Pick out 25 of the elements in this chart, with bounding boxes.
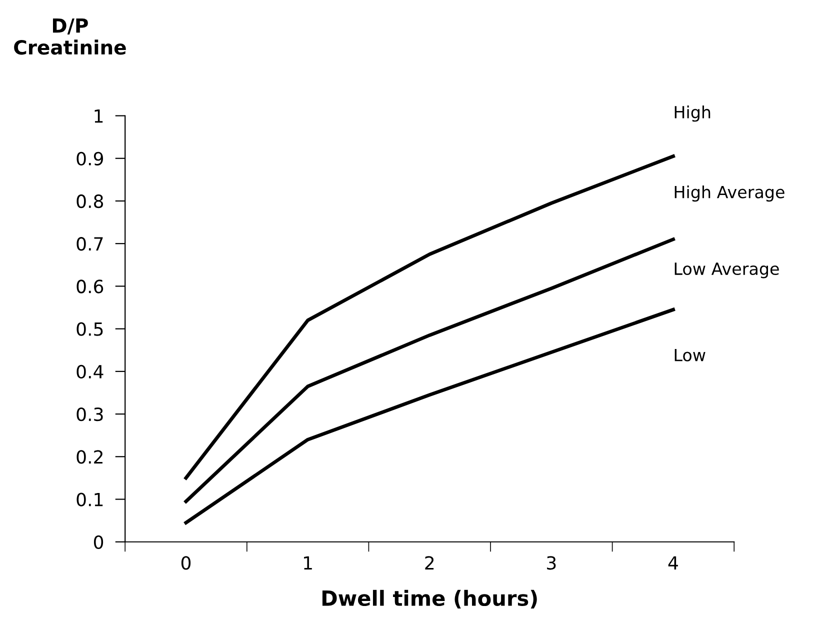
y-tick-label: 0.2: [76, 450, 102, 464]
y-tick-label: 1: [94, 109, 103, 123]
x-tick-label: 1: [304, 556, 312, 570]
x-axis-title: Dwell time (hours): [322, 590, 537, 608]
x-tick-label: 0: [181, 556, 191, 570]
y-axis-title: D/P Creatinine: [14, 18, 126, 55]
y-tick-label: 0.7: [76, 237, 103, 251]
annotation: High: [674, 106, 710, 122]
line-series: [184, 154, 675, 480]
y-tick-label: 0.1: [76, 492, 103, 506]
y-tick-label: 0.5: [76, 322, 103, 336]
x-tick-label: 4: [668, 556, 678, 570]
annotation: Low: [674, 348, 706, 362]
annotation: Low Average: [674, 262, 779, 278]
y-tick-label: 0.8: [76, 194, 104, 208]
line-series: [184, 308, 675, 524]
y-tick-label: 0: [94, 535, 104, 549]
x-tick-label: 2: [425, 556, 434, 570]
y-tick-label: 0.4: [76, 364, 104, 379]
y-tick-label: 0.9: [76, 152, 103, 166]
y-tick-label: 0.6: [76, 280, 104, 294]
y-tick-label: 0.3: [76, 407, 103, 422]
annotation: High Average: [674, 185, 784, 202]
line-series: [184, 238, 675, 504]
x-tick-label: 3: [547, 556, 556, 570]
